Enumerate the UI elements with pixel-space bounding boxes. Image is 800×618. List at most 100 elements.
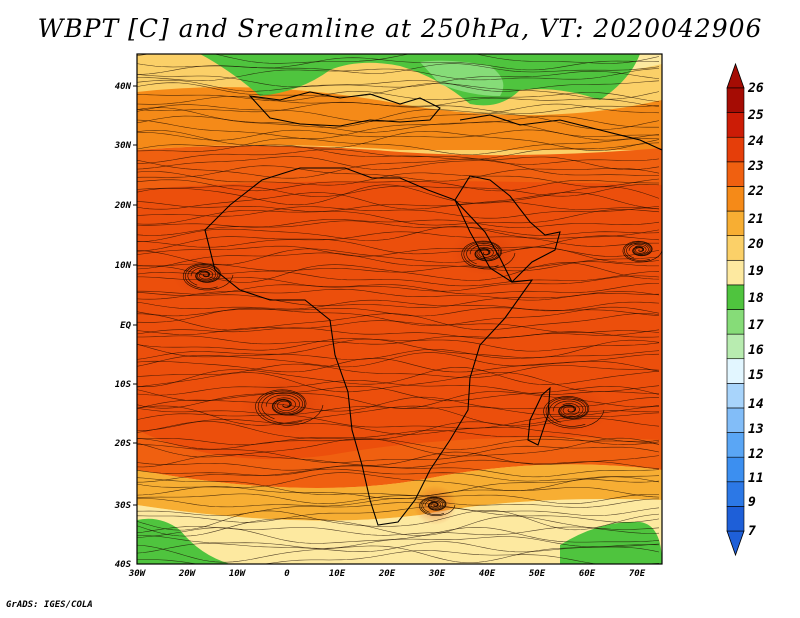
- colorbar-label: 26: [747, 81, 764, 96]
- streamline: [137, 156, 660, 170]
- colorbar-swatch: [726, 186, 745, 212]
- streamline: [137, 103, 660, 122]
- streamline: [137, 171, 660, 187]
- streamline: [137, 526, 660, 536]
- streamline: [137, 262, 660, 283]
- cool-patch-north: [200, 54, 640, 106]
- streamline: [137, 68, 660, 81]
- streamline: [137, 358, 660, 373]
- lat-label: 10N: [115, 261, 132, 271]
- colorbar-label: 18: [748, 291, 764, 306]
- cool-patch-southeast: [560, 521, 662, 564]
- colorbar-swatch: [726, 506, 745, 532]
- band-21-south: [137, 464, 662, 521]
- streamline: [137, 119, 660, 139]
- lat-label: 40S: [115, 560, 132, 570]
- colorbar-swatch: [726, 210, 745, 236]
- lon-label: 70E: [629, 569, 646, 579]
- streamline: [137, 502, 660, 516]
- streamline: [137, 299, 660, 312]
- colorbar-label: 19: [748, 264, 764, 279]
- streamline: [137, 115, 659, 133]
- longitude-axis: 30W 20W 10W 0 10E 20E 30E 40E 50E 60E 70…: [128, 569, 646, 579]
- streamline: [137, 79, 660, 92]
- colorbar-label: 9: [748, 495, 756, 510]
- colorbar-label: 20: [747, 237, 764, 252]
- colorbar-label: 15: [748, 368, 764, 383]
- streamline: [137, 418, 660, 435]
- streamline: [137, 206, 660, 219]
- colorbar-swatch: [726, 309, 745, 335]
- streamline: [137, 82, 660, 100]
- streamline: [137, 412, 660, 429]
- streamline: [137, 498, 660, 508]
- streamline: [137, 437, 660, 458]
- coastline-madagascar: [527, 386, 551, 446]
- streamline: [137, 231, 659, 248]
- vortex-indian-ocean: [530, 385, 610, 435]
- coastlines: [204, 91, 662, 526]
- streamline: [137, 386, 660, 402]
- lon-label: 10E: [329, 569, 346, 579]
- vortex-south-africa: [413, 485, 457, 525]
- streamline: [137, 421, 660, 443]
- latitude-axis: 40N 30N 20N 10N EQ 10S 20S 30S 40S: [114, 82, 137, 570]
- streamline: [137, 338, 660, 352]
- band-19-south: [137, 499, 662, 564]
- streamline: [137, 320, 660, 335]
- streamline: [137, 338, 660, 359]
- streamline: [137, 438, 660, 450]
- streamline: [137, 137, 660, 155]
- vortex-streamline: [469, 244, 497, 260]
- colorbar-label: 14: [748, 397, 764, 412]
- streamline: [137, 380, 659, 396]
- colorbar-swatch: [726, 136, 745, 163]
- lon-label: 40E: [479, 569, 496, 579]
- lon-label: 30W: [128, 569, 147, 579]
- streamline: [137, 91, 660, 102]
- streamline: [137, 101, 660, 114]
- streamline: [137, 220, 660, 236]
- coastline: [204, 167, 534, 526]
- colorbar-swatch: [726, 481, 745, 507]
- streamline: [137, 130, 660, 151]
- streamline: [137, 451, 660, 468]
- colorbar-swatch: [726, 235, 745, 261]
- streamline: [137, 291, 660, 308]
- lat-label: 10S: [115, 380, 132, 390]
- colorbar-label: 22: [747, 184, 764, 199]
- streamline: [137, 506, 660, 523]
- colorbar-labels: 7 9 11 12 13 14 15 16 17 18 19 20 21 22 …: [747, 81, 764, 539]
- colorbar-swatch: [726, 456, 745, 483]
- colorbar-label: 17: [748, 318, 764, 333]
- colorbar-swatch: [726, 358, 745, 384]
- streamline: [137, 201, 660, 212]
- colorbar-swatch: [726, 432, 745, 458]
- lon-label: 30E: [428, 569, 446, 579]
- lat-label: 30N: [114, 141, 132, 151]
- colorbar-label: 21: [747, 212, 764, 227]
- streamline: [137, 372, 660, 393]
- streamline: [137, 444, 660, 463]
- colorbar-label: 12: [748, 447, 764, 462]
- cool-patch-north-light: [420, 60, 504, 96]
- streamline: [137, 275, 660, 292]
- credit-label: GrADS: IGES/COLA: [6, 600, 93, 610]
- streamline: [137, 544, 660, 563]
- lon-label: 50E: [529, 569, 546, 579]
- streamline: [137, 313, 660, 331]
- lat-label: EQ: [120, 321, 131, 331]
- lon-label: 20W: [178, 569, 197, 579]
- streamline: [137, 429, 660, 446]
- streamline: [137, 179, 659, 192]
- cool-patch-southwest: [137, 518, 230, 564]
- colorbar-label: 16: [748, 343, 764, 358]
- colorbar-swatch: [726, 383, 745, 409]
- colorbar-top-arrow: [726, 62, 745, 89]
- colorbar-bottom-arrow: [726, 530, 745, 557]
- colorbar-swatch: [726, 333, 745, 360]
- colorbar-label: 23: [747, 159, 764, 174]
- vortex-streamline: [276, 397, 296, 411]
- lat-label: 40N: [115, 82, 132, 92]
